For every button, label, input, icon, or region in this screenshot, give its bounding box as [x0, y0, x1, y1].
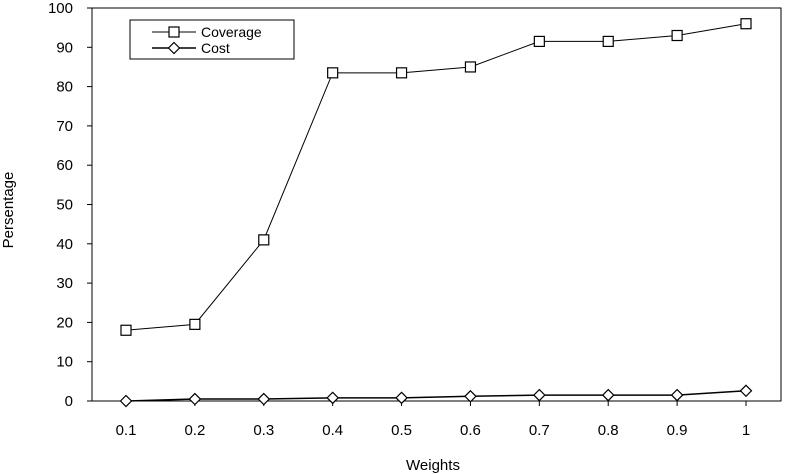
- cost-point: [119, 394, 133, 408]
- series-layer: [119, 18, 753, 408]
- coverage-point: [395, 67, 408, 79]
- y-tick-label: 90: [56, 39, 73, 56]
- coverage-point: [464, 61, 477, 73]
- cost-point: [532, 388, 546, 402]
- y-tick-label: 70: [56, 118, 73, 135]
- y-tick-label: 80: [56, 79, 73, 96]
- cost-point: [395, 391, 408, 405]
- x-tick-label: 0.6: [460, 422, 481, 439]
- legend-coverage-marker: [168, 26, 180, 38]
- x-axis-label: Weights: [406, 457, 460, 474]
- x-axis: 0.1 0.2 0.3 0.4 0.5 0.6 0.7 0.8 0.9 1: [116, 401, 750, 439]
- x-tick-label: 0.2: [184, 422, 205, 439]
- x-tick-label: 1: [742, 422, 750, 439]
- x-tick-label: 0.4: [322, 422, 343, 439]
- cost-line: [125, 390, 747, 402]
- y-tick-label: 30: [56, 275, 73, 292]
- coverage-point: [189, 318, 201, 330]
- y-tick-label: 50: [56, 197, 73, 214]
- x-tick-label: 0.5: [391, 422, 412, 439]
- legend-coverage-label: Coverage: [201, 24, 262, 40]
- legend-cost-label: Cost: [201, 40, 230, 56]
- cost-point: [326, 391, 340, 405]
- x-tick-label: 0.8: [598, 422, 619, 439]
- legend-cost-marker: [167, 41, 181, 55]
- x-tick-label: 0.3: [253, 422, 274, 439]
- coverage-point: [671, 29, 683, 42]
- legend-box: [129, 19, 295, 60]
- x-tick-label: 0.7: [529, 422, 550, 439]
- y-axis-label: Persentage: [0, 172, 17, 249]
- coverage-point: [740, 18, 752, 30]
- y-tick-label: 10: [56, 354, 73, 371]
- series-cost: [119, 384, 753, 408]
- y-tick-label: 100: [48, 0, 73, 17]
- y-axis: 0 10 20 30 40 50 60 70 80 90 100: [48, 0, 92, 410]
- cost-point: [670, 388, 684, 402]
- x-tick-label: 0.1: [116, 422, 137, 439]
- coverage-line: [125, 23, 747, 331]
- x-tick-label: 0.9: [667, 422, 688, 439]
- y-tick-label: 20: [56, 314, 73, 331]
- cost-point: [601, 388, 615, 402]
- coverage-point: [327, 67, 339, 79]
- coverage-point: [602, 35, 614, 48]
- coverage-point: [533, 35, 545, 48]
- series-coverage: [120, 18, 752, 336]
- cost-point: [739, 384, 753, 398]
- cost-point: [188, 392, 202, 406]
- y-tick-label: 0: [65, 393, 73, 410]
- cost-point: [257, 392, 271, 406]
- coverage-point: [120, 324, 132, 336]
- y-tick-label: 60: [56, 157, 73, 174]
- y-tick-label: 40: [56, 236, 73, 253]
- cost-point: [464, 389, 477, 403]
- plot-area: [91, 7, 782, 402]
- coverage-point: [258, 234, 270, 246]
